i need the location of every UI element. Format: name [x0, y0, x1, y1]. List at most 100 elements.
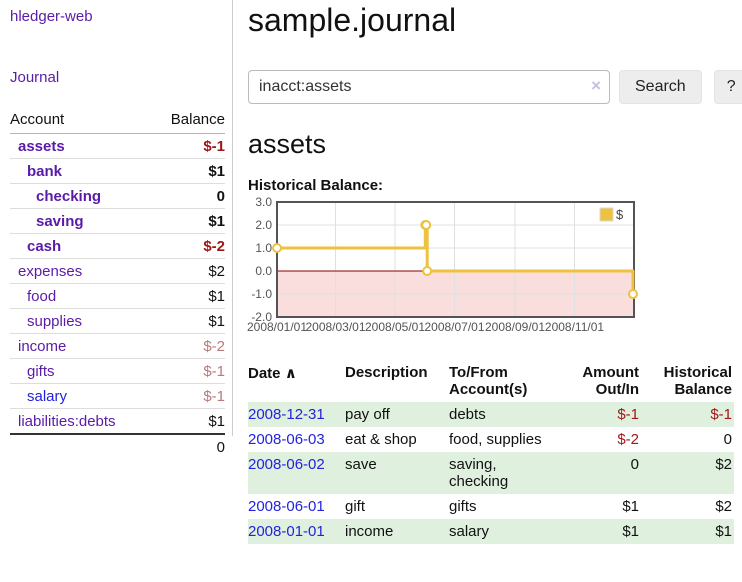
register-amount: $-2: [617, 431, 639, 448]
register-row: 2008-06-03 eat & shop food, supplies $-2…: [248, 427, 734, 452]
svg-text:2008/03/01: 2008/03/01: [305, 320, 365, 334]
account-column-header: Account: [10, 108, 153, 134]
account-heading: assets: [248, 129, 327, 159]
sidebar-account-balance: $1: [152, 208, 225, 234]
register-balance: $2: [715, 456, 732, 473]
svg-text:1.0: 1.0: [255, 241, 272, 255]
sort-ascending-icon: ∧: [284, 365, 297, 382]
sidebar-account-link[interactable]: expenses: [18, 263, 83, 280]
sidebar: hledger-web Journal Account Balance asse…: [0, 0, 233, 459]
brand-link[interactable]: hledger-web: [10, 8, 93, 25]
register-row: 2008-12-31 pay off debts $-1 $-1: [248, 402, 734, 427]
sidebar-account-balance: $-1: [152, 358, 225, 384]
sidebar-account-row: assets $-1: [10, 133, 225, 159]
accounts-column-header: To/From Account(s): [449, 364, 528, 398]
sidebar-account-row: salary $-1: [10, 383, 225, 409]
sidebar-account-link[interactable]: food: [27, 288, 57, 305]
sidebar-account-row: gifts $-1: [10, 358, 225, 384]
register-date-link[interactable]: 2008-12-31: [248, 406, 325, 423]
description-column-header: Description: [345, 364, 428, 381]
register-row: 2008-06-02 save saving, checking 0 $2: [248, 452, 734, 494]
register-description: eat & shop: [345, 431, 417, 448]
main-content: sample.journal × Search ? assets Histori…: [247, 0, 742, 544]
sidebar-account-row: supplies $1: [10, 308, 225, 334]
register-header-row: Date ∧ Description To/From Account(s) Am…: [248, 362, 734, 402]
sidebar-account-row: bank $1: [10, 158, 225, 184]
balance-column-header: Balance: [152, 108, 225, 134]
amount-column-header: Amount Out/In: [582, 364, 639, 398]
svg-text:$: $: [616, 207, 624, 222]
register-amount: $1: [622, 523, 639, 540]
chart-title: Historical Balance:: [248, 177, 384, 194]
register-description: income: [345, 523, 394, 540]
sidebar-account-link[interactable]: saving: [36, 213, 84, 230]
sidebar-account-row: cash $-2: [10, 233, 225, 259]
sidebar-account-balance: $-2: [152, 333, 225, 359]
register-accounts: saving, checking: [449, 456, 509, 490]
help-button[interactable]: ?: [713, 70, 742, 104]
sidebar-account-balance: $-1: [152, 133, 225, 159]
svg-text:2008/09/01: 2008/09/01: [485, 320, 545, 334]
page-title: sample.journal: [248, 2, 457, 38]
sidebar-account-row: food $1: [10, 283, 225, 309]
sidebar-account-link[interactable]: checking: [36, 188, 102, 205]
register-row: 2008-01-01 income salary $1 $1: [248, 519, 734, 544]
register-balance: $-1: [710, 406, 732, 423]
register-description: pay off: [345, 406, 390, 423]
clear-search-icon[interactable]: ×: [591, 76, 601, 95]
svg-text:2008/05/01: 2008/05/01: [365, 320, 425, 334]
svg-text:-2.0: -2.0: [251, 310, 272, 324]
sidebar-account-link[interactable]: salary: [27, 388, 68, 405]
svg-text:2.0: 2.0: [255, 218, 272, 232]
sidebar-account-balance: $1: [152, 408, 225, 435]
sidebar-account-link[interactable]: cash: [27, 238, 62, 255]
register-description: gift: [345, 498, 366, 515]
search-button[interactable]: Search: [619, 70, 702, 104]
sidebar-account-balance: $-2: [152, 233, 225, 259]
svg-text:0.0: 0.0: [255, 264, 272, 278]
date-column-header[interactable]: Date ∧: [248, 365, 297, 382]
sidebar-account-link[interactable]: income: [18, 338, 67, 355]
svg-text:2008/11/01: 2008/11/01: [545, 320, 604, 334]
sidebar-account-link[interactable]: gifts: [27, 363, 55, 380]
sidebar-item-journal[interactable]: Journal: [10, 69, 60, 86]
svg-text:3.0: 3.0: [255, 195, 272, 209]
sidebar-account-link[interactable]: assets: [18, 138, 65, 155]
sidebar-account-link[interactable]: supplies: [27, 313, 83, 330]
register-date-link[interactable]: 2008-06-02: [248, 456, 325, 473]
chart-canvas: $3.0 2.0 1.0 0.0 -1.0 -2.02008/01/012008/03/0…: [247, 195, 638, 334]
sidebar-account-link[interactable]: liabilities:debts: [18, 413, 116, 430]
sidebar-account-balance: $1: [152, 283, 225, 309]
register-amount: 0: [630, 456, 639, 473]
historical-balance-chart: $3.0 2.0 1.0 0.0 -1.0 -2.0 2008/01/01 2008/03/0…: [247, 195, 736, 335]
register-accounts: gifts: [449, 498, 477, 515]
svg-text:-1.0: -1.0: [251, 287, 272, 301]
register-balance: $2: [715, 498, 732, 515]
sidebar-account-row: saving $1: [10, 208, 225, 234]
account-balance-table: Account Balance assets $-1 bank: [10, 108, 225, 459]
register-date-link[interactable]: 2008-06-03: [248, 431, 325, 448]
register-amount: $1: [622, 498, 639, 515]
register-balance: $1: [715, 523, 732, 540]
register-row: 2008-06-01 gift gifts $1 $2: [248, 494, 734, 519]
sidebar-total-row: 0: [10, 433, 225, 459]
svg-text:2008/07/01: 2008/07/01: [424, 320, 484, 334]
sidebar-account-row: liabilities:debts $1: [10, 408, 225, 435]
register-balance: 0: [723, 431, 732, 448]
balance-column-header-register: Historical Balance: [663, 364, 732, 398]
sidebar-account-balance: $1: [152, 158, 225, 184]
register-accounts: debts: [449, 406, 486, 423]
sidebar-account-row: expenses $2: [10, 258, 225, 284]
sidebar-account-link[interactable]: bank: [27, 163, 63, 180]
sidebar-account-row: checking 0: [10, 183, 225, 209]
register-date-link[interactable]: 2008-06-01: [248, 498, 325, 515]
register-accounts: food, supplies: [449, 431, 542, 448]
sidebar-account-row: income $-2: [10, 333, 225, 359]
sidebar-account-balance: $1: [152, 308, 225, 334]
register-accounts: salary: [449, 523, 490, 540]
sidebar-account-balance: $2: [152, 258, 225, 284]
svg-text:2008/01/01: 2008/01/01: [247, 320, 307, 334]
register-date-link[interactable]: 2008-01-01: [248, 523, 325, 540]
search-input[interactable]: [248, 70, 610, 104]
account-table-header: Account Balance: [10, 108, 225, 134]
